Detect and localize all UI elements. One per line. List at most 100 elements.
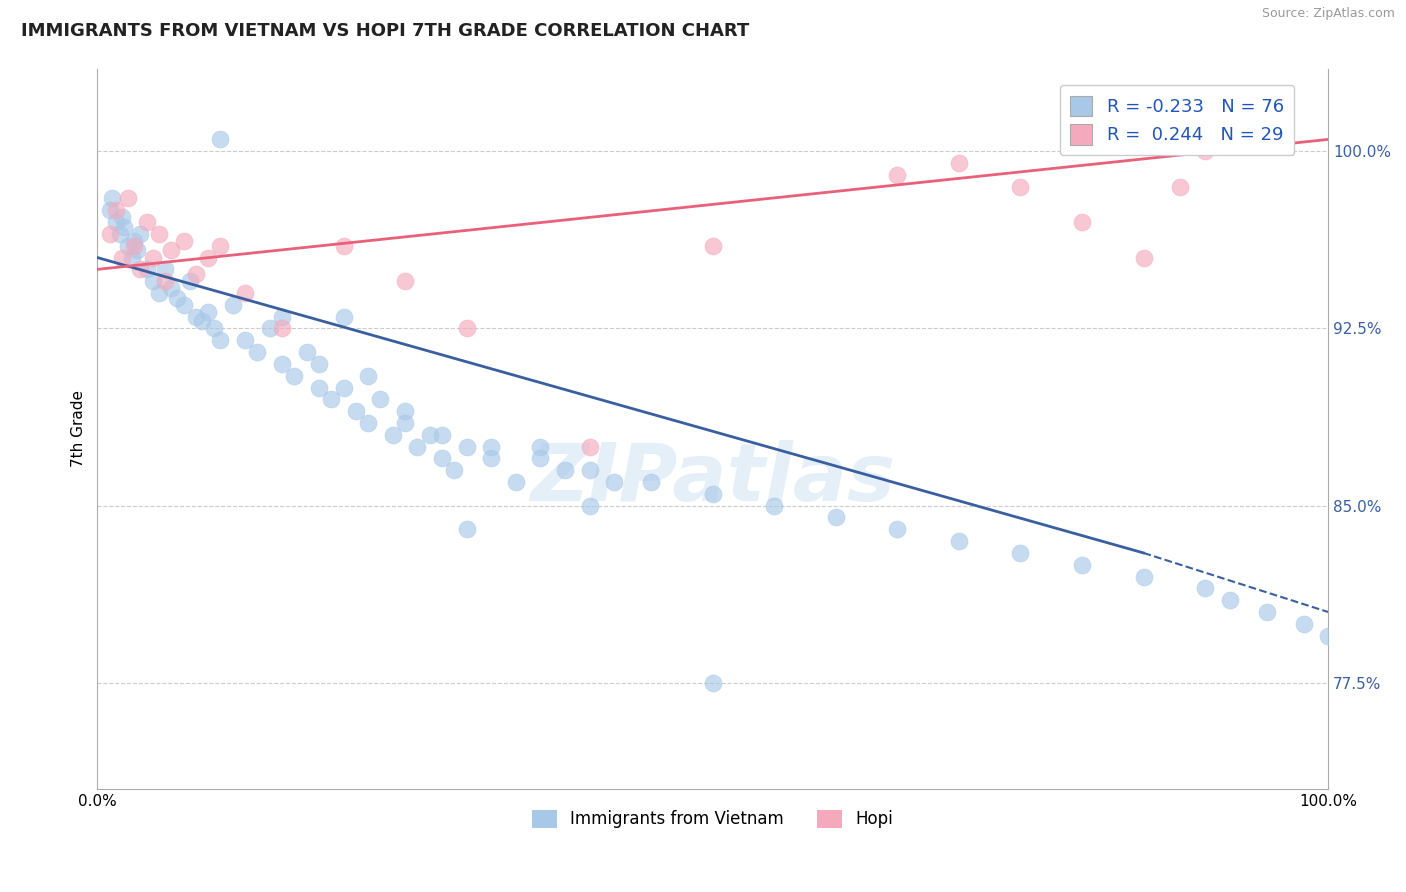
Point: [456, 440, 478, 454]
Point: [283, 368, 305, 383]
Point: [233, 333, 256, 347]
Point: [179, 274, 201, 288]
Point: [886, 522, 908, 536]
Point: [456, 522, 478, 536]
Point: [271, 310, 294, 324]
Point: [121, 251, 143, 265]
Point: [430, 451, 453, 466]
Point: [443, 463, 465, 477]
Point: [295, 345, 318, 359]
Point: [160, 281, 183, 295]
Point: [824, 510, 846, 524]
Point: [173, 298, 195, 312]
Point: [98, 203, 121, 218]
Point: [148, 285, 170, 300]
Point: [1010, 546, 1032, 560]
Point: [702, 487, 724, 501]
Point: [419, 427, 441, 442]
Point: [209, 333, 232, 347]
Point: [1132, 569, 1154, 583]
Point: [430, 427, 453, 442]
Point: [1194, 582, 1216, 596]
Point: [153, 274, 176, 288]
Point: [142, 251, 165, 265]
Point: [135, 215, 157, 229]
Point: [332, 310, 354, 324]
Point: [98, 227, 121, 241]
Point: [332, 238, 354, 252]
Point: [1256, 605, 1278, 619]
Point: [209, 238, 232, 252]
Point: [135, 262, 157, 277]
Point: [184, 310, 207, 324]
Point: [166, 291, 188, 305]
Point: [129, 262, 152, 277]
Point: [191, 314, 214, 328]
Point: [271, 321, 294, 335]
Point: [603, 475, 626, 489]
Point: [948, 534, 970, 549]
Point: [209, 132, 232, 146]
Point: [202, 321, 225, 335]
Point: [1071, 558, 1094, 572]
Point: [111, 211, 134, 225]
Point: [886, 168, 908, 182]
Point: [332, 380, 354, 394]
Point: [344, 404, 367, 418]
Point: [142, 274, 165, 288]
Point: [763, 499, 786, 513]
Point: [148, 227, 170, 241]
Point: [173, 234, 195, 248]
Point: [529, 440, 551, 454]
Point: [308, 380, 330, 394]
Point: [578, 463, 600, 477]
Point: [578, 440, 600, 454]
Text: ZIPatlas: ZIPatlas: [530, 441, 896, 518]
Point: [308, 357, 330, 371]
Point: [124, 238, 146, 252]
Text: Source: ZipAtlas.com: Source: ZipAtlas.com: [1261, 7, 1395, 21]
Point: [112, 219, 135, 234]
Point: [948, 156, 970, 170]
Point: [321, 392, 343, 407]
Point: [394, 274, 416, 288]
Point: [529, 451, 551, 466]
Point: [640, 475, 662, 489]
Point: [1132, 251, 1154, 265]
Point: [554, 463, 576, 477]
Point: [357, 416, 380, 430]
Point: [1219, 593, 1241, 607]
Legend: Immigrants from Vietnam, Hopi: Immigrants from Vietnam, Hopi: [526, 803, 900, 835]
Point: [479, 451, 502, 466]
Point: [456, 321, 478, 335]
Point: [160, 244, 183, 258]
Point: [702, 676, 724, 690]
Point: [394, 416, 416, 430]
Point: [101, 192, 124, 206]
Point: [1071, 215, 1094, 229]
Point: [479, 440, 502, 454]
Point: [153, 262, 176, 277]
Point: [1194, 145, 1216, 159]
Point: [125, 244, 148, 258]
Point: [104, 215, 127, 229]
Point: [129, 227, 152, 241]
Y-axis label: 7th Grade: 7th Grade: [72, 391, 86, 467]
Point: [394, 404, 416, 418]
Point: [108, 227, 131, 241]
Point: [117, 192, 139, 206]
Point: [184, 267, 207, 281]
Point: [124, 234, 146, 248]
Point: [370, 392, 392, 407]
Point: [702, 238, 724, 252]
Point: [1010, 179, 1032, 194]
Point: [246, 345, 269, 359]
Point: [197, 305, 219, 319]
Point: [505, 475, 527, 489]
Text: IMMIGRANTS FROM VIETNAM VS HOPI 7TH GRADE CORRELATION CHART: IMMIGRANTS FROM VIETNAM VS HOPI 7TH GRAD…: [21, 22, 749, 40]
Point: [111, 251, 134, 265]
Point: [406, 440, 429, 454]
Point: [578, 499, 600, 513]
Point: [259, 321, 281, 335]
Point: [222, 298, 245, 312]
